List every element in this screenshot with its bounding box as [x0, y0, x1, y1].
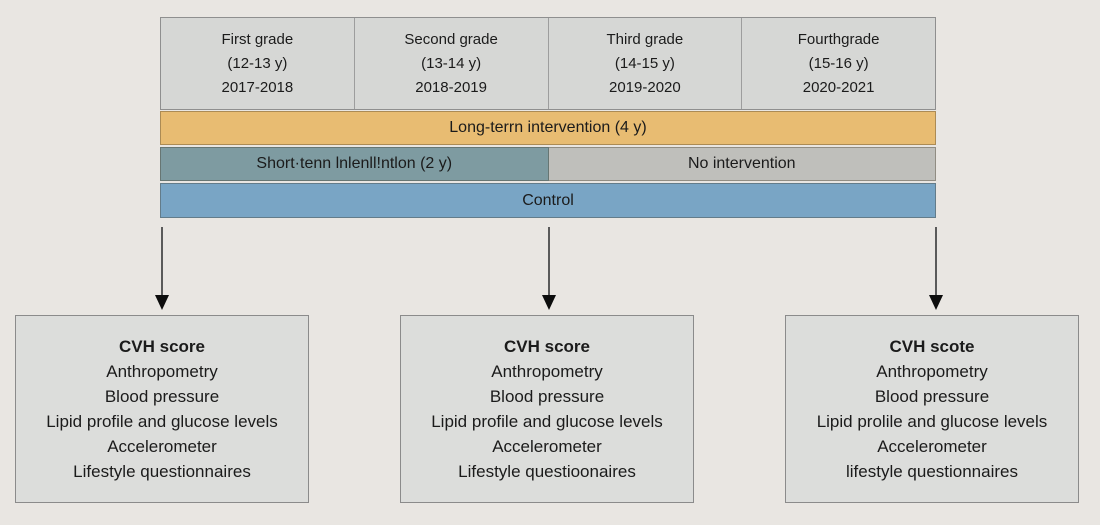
grade-cell-second: Second grade (13-14 y) 2018-2019: [355, 18, 549, 109]
timeline-table: First grade (12-13 y) 2017-2018 Second g…: [160, 17, 936, 218]
grade-years: 2020-2021: [802, 78, 875, 96]
short-term-intervention-bar: Short·tenn lnlenll!ntlon (2 y): [160, 147, 549, 181]
control-bar: Control: [160, 183, 936, 218]
arrow-stem: [161, 227, 163, 297]
assessment-item: Blood pressure: [489, 387, 605, 406]
grade-name: Third grade: [606, 30, 684, 48]
grade-age-range: (13-14 y): [421, 54, 482, 72]
assessment-item: Lipid profile and glucose levels: [46, 412, 278, 431]
assessment-box-2: CVH score Anthropometry Blood pressure L…: [400, 315, 694, 503]
grade-name: First grade: [221, 30, 294, 48]
grade-cell-first: First grade (12-13 y) 2017-2018: [161, 18, 355, 109]
cvh-score-title: CVH score: [504, 337, 590, 356]
grade-name: Fourthgrade: [797, 30, 880, 48]
short-term-row: Short·tenn lnlenll!ntlon (2 y) No interv…: [160, 147, 936, 181]
control-label: Control: [522, 191, 574, 209]
assessment-box-1: CVH score Anthropometry Blood pressure L…: [15, 315, 309, 503]
assessment-item: Lipid profile and glucose levels: [431, 412, 663, 431]
assessment-item: Anthropometry: [106, 362, 218, 381]
cvh-score-title: CVH score: [119, 337, 205, 356]
grade-cell-third: Third grade (14-15 y) 2019-2020: [549, 18, 743, 109]
grade-years: 2018-2019: [415, 78, 487, 96]
down-arrow-icon: [154, 227, 170, 313]
assessment-item: Lipid prolile and glucose levels: [816, 412, 1048, 431]
assessment-item: Anthropometry: [491, 362, 603, 381]
no-intervention-label: No intervention: [687, 155, 796, 172]
grade-years: 2017-2018: [221, 78, 294, 96]
assessment-item: Blood pressure: [104, 387, 220, 406]
assessment-item: Lifestyle questioonaires: [458, 462, 636, 481]
arrow-head: [155, 295, 169, 310]
grade-name: Second grade: [404, 30, 498, 48]
grade-cell-fourth: Fourthgrade (15-16 y) 2020-2021: [742, 18, 935, 109]
arrow-stem: [935, 227, 937, 297]
grade-age-range: (14-15 y): [614, 54, 675, 72]
long-term-intervention-bar: Long-terrn intervention (4 y): [160, 111, 936, 145]
grade-age-range: (15-16 y): [808, 54, 869, 72]
short-term-intervention-label: Short·tenn lnlenll!ntlon (2 y): [256, 155, 453, 172]
assessment-item: Lifestyle questionnaires: [73, 462, 251, 481]
arrow-head: [929, 295, 943, 310]
assessment-item: Accelerometer: [877, 437, 987, 456]
assessment-item: Anthropometry: [876, 362, 988, 381]
arrow-head: [542, 295, 556, 310]
grade-header-row: First grade (12-13 y) 2017-2018 Second g…: [160, 17, 936, 110]
long-term-intervention-label: Long-terrn intervention (4 y): [449, 119, 647, 136]
assessment-item: Blood pressure: [874, 387, 990, 406]
down-arrow-icon: [541, 227, 557, 313]
no-intervention-bar: No intervention: [548, 147, 936, 181]
assessment-box-3: CVH scote Anthropometry Blood pressure L…: [785, 315, 1079, 503]
arrow-stem: [548, 227, 550, 297]
down-arrow-icon: [928, 227, 944, 313]
cvh-score-title: CVH scote: [889, 337, 975, 356]
assessment-item: Accelerometer: [107, 437, 217, 456]
grade-age-range: (12-13 y): [227, 54, 288, 72]
assessment-item: lifestyle questionnaires: [846, 462, 1018, 481]
assessment-item: Accelerometer: [492, 437, 602, 456]
grade-years: 2019-2020: [609, 78, 681, 96]
